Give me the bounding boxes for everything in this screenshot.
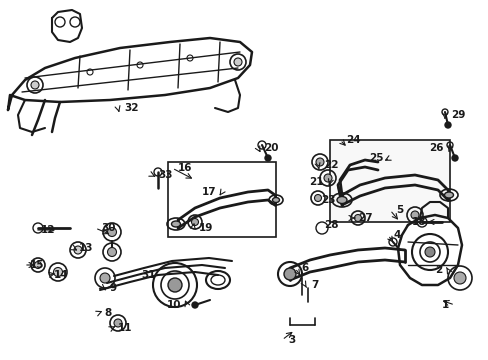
Circle shape [168, 278, 182, 292]
Ellipse shape [171, 221, 180, 227]
Text: 32: 32 [124, 103, 138, 113]
Text: 25: 25 [369, 153, 383, 163]
Text: 15: 15 [30, 260, 44, 270]
Text: 29: 29 [450, 110, 465, 120]
Text: 4: 4 [393, 230, 401, 240]
Text: 33: 33 [158, 170, 172, 180]
Text: 26: 26 [428, 143, 443, 153]
Circle shape [74, 246, 82, 254]
Circle shape [424, 247, 434, 257]
Text: 17: 17 [201, 187, 216, 197]
Text: 14: 14 [54, 270, 68, 280]
Text: 10: 10 [166, 300, 181, 310]
Circle shape [234, 58, 242, 66]
Text: 3: 3 [287, 335, 295, 345]
Text: 13: 13 [79, 243, 93, 253]
Text: 1: 1 [441, 300, 448, 310]
Text: 8: 8 [104, 308, 111, 318]
Text: 7: 7 [310, 280, 318, 290]
Text: 16: 16 [178, 163, 192, 173]
Text: 19: 19 [199, 223, 213, 233]
Text: 22: 22 [324, 160, 338, 170]
Circle shape [114, 319, 122, 327]
Ellipse shape [272, 198, 279, 202]
Circle shape [354, 215, 361, 221]
Text: 23: 23 [320, 195, 335, 205]
Text: 2: 2 [434, 265, 441, 275]
Circle shape [107, 228, 116, 237]
Text: 20: 20 [264, 143, 278, 153]
Bar [168, 162, 275, 237]
Circle shape [284, 268, 295, 280]
Text: 21: 21 [309, 177, 324, 187]
Circle shape [453, 272, 465, 284]
Text: 30: 30 [101, 223, 115, 233]
Circle shape [451, 155, 457, 161]
Circle shape [100, 273, 110, 283]
Circle shape [444, 122, 450, 128]
Circle shape [314, 194, 321, 202]
Text: 27: 27 [357, 213, 372, 223]
Circle shape [324, 174, 331, 182]
Circle shape [192, 302, 198, 308]
Circle shape [315, 158, 324, 166]
Bar [329, 140, 449, 222]
Text: 18: 18 [411, 217, 425, 227]
Text: 5: 5 [395, 205, 403, 215]
Circle shape [191, 219, 198, 225]
Text: 28: 28 [324, 220, 338, 230]
Circle shape [53, 267, 62, 276]
Text: 12: 12 [41, 225, 55, 235]
Circle shape [31, 81, 39, 89]
Ellipse shape [444, 192, 452, 198]
Text: 31: 31 [141, 270, 156, 280]
Circle shape [264, 155, 270, 161]
Circle shape [107, 248, 116, 257]
Ellipse shape [336, 197, 346, 203]
Text: 9: 9 [109, 283, 116, 293]
Text: 6: 6 [301, 263, 307, 273]
Text: 24: 24 [346, 135, 360, 145]
Circle shape [35, 261, 41, 269]
Circle shape [410, 211, 418, 219]
Text: 11: 11 [118, 323, 132, 333]
